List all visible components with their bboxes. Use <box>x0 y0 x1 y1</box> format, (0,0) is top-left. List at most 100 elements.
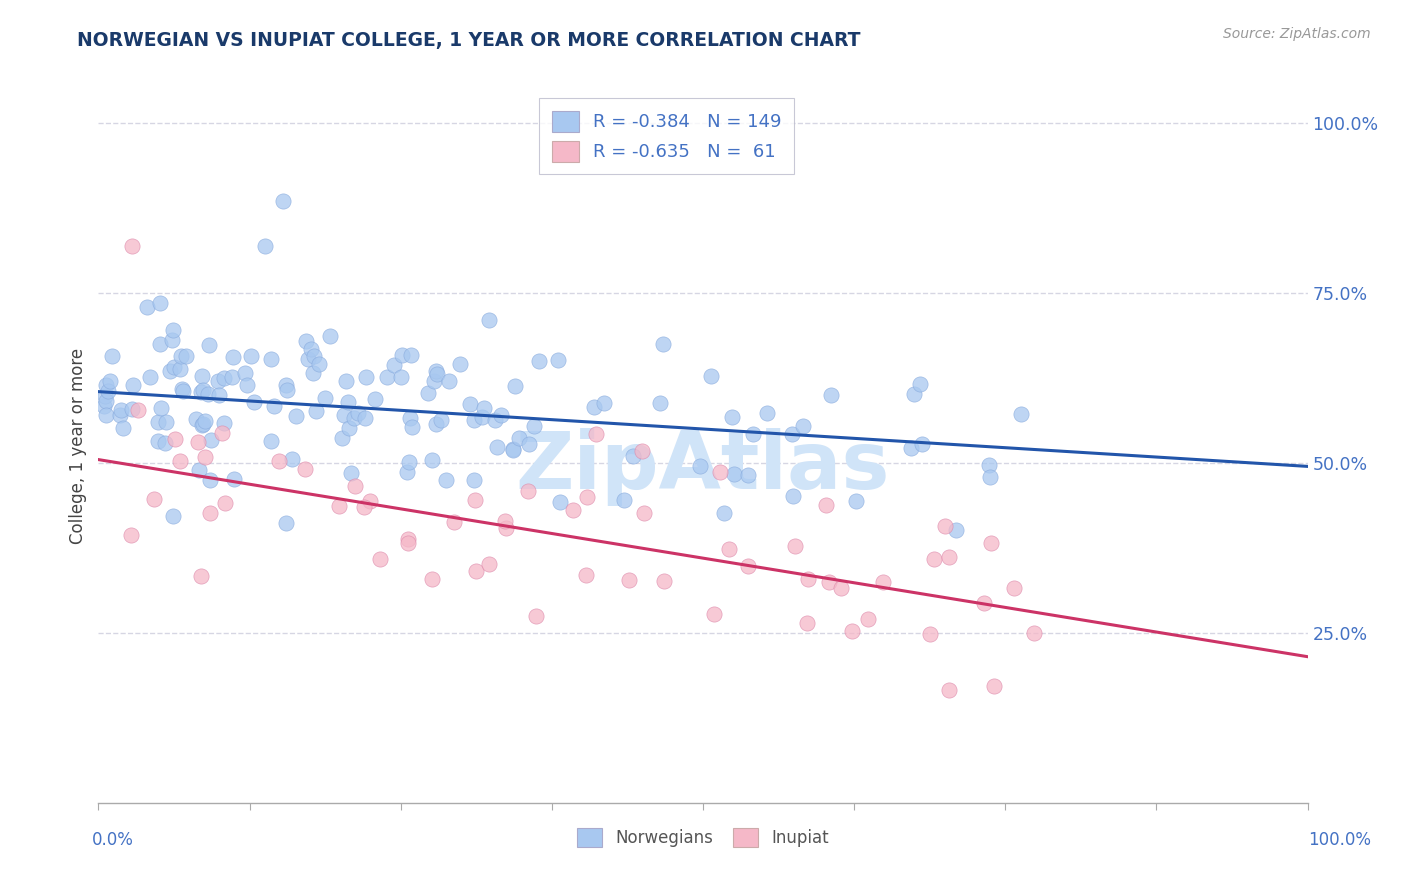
Point <box>240 349 263 363</box>
Text: 100.0%: 100.0% <box>1308 831 1371 849</box>
Point <box>208 388 231 402</box>
Point <box>120 528 142 542</box>
Point <box>494 514 516 528</box>
Point <box>353 500 375 514</box>
Point <box>302 349 325 363</box>
Point <box>621 449 644 463</box>
Point <box>527 353 550 368</box>
Point <box>190 569 212 583</box>
Point <box>274 516 297 530</box>
Point <box>783 539 806 553</box>
Point <box>188 462 211 476</box>
Point <box>502 442 524 457</box>
Point <box>700 369 723 384</box>
Point <box>517 483 540 498</box>
Point <box>207 374 229 388</box>
Point <box>505 379 527 393</box>
Point <box>212 416 235 430</box>
Point <box>305 404 328 418</box>
Point <box>214 496 236 510</box>
Point <box>162 333 184 347</box>
Point <box>150 401 173 415</box>
Point <box>423 374 446 388</box>
Point <box>399 348 422 362</box>
Point <box>938 550 960 565</box>
Point <box>872 574 894 589</box>
Point <box>652 337 675 351</box>
Point <box>110 403 132 417</box>
Point <box>143 491 166 506</box>
Point <box>458 397 481 411</box>
Point <box>335 374 357 388</box>
Point <box>336 394 359 409</box>
Point <box>276 383 298 397</box>
Point <box>162 323 184 337</box>
Point <box>792 419 814 434</box>
Point <box>425 417 447 432</box>
Point <box>339 466 361 480</box>
Point <box>295 334 318 348</box>
Point <box>260 351 283 366</box>
Point <box>197 387 219 401</box>
Point <box>741 427 763 442</box>
Point <box>280 451 302 466</box>
Point <box>617 573 640 587</box>
Point <box>922 552 945 566</box>
Point <box>94 389 117 403</box>
Point <box>737 468 759 483</box>
Point <box>845 493 868 508</box>
Point <box>159 363 181 377</box>
Point <box>122 378 145 392</box>
Point <box>401 420 423 434</box>
Point <box>911 437 934 451</box>
Point <box>169 454 191 468</box>
Point <box>333 408 356 422</box>
Point <box>190 418 212 433</box>
Point <box>297 352 319 367</box>
Point <box>235 366 257 380</box>
Point <box>755 406 778 420</box>
Point <box>903 387 925 401</box>
Point <box>271 194 294 209</box>
Point <box>1011 407 1033 421</box>
Point <box>463 413 485 427</box>
Point <box>138 369 160 384</box>
Point <box>737 558 759 573</box>
Point <box>191 417 214 431</box>
Point <box>486 440 509 454</box>
Point <box>517 437 540 451</box>
Point <box>170 349 193 363</box>
Point <box>389 370 412 384</box>
Point <box>689 459 711 474</box>
Point <box>900 441 922 455</box>
Point <box>425 364 447 378</box>
Point <box>443 516 465 530</box>
Point <box>211 425 233 440</box>
Point <box>263 399 285 413</box>
Point <box>148 434 170 448</box>
Point <box>260 434 283 449</box>
Y-axis label: College, 1 year or more: College, 1 year or more <box>69 348 87 544</box>
Point <box>101 349 124 363</box>
Point <box>121 401 143 416</box>
Point <box>111 421 134 435</box>
Point <box>96 378 118 392</box>
Point <box>818 574 841 589</box>
Point <box>285 409 308 423</box>
Point <box>391 347 413 361</box>
Point <box>274 378 297 392</box>
Point <box>782 489 804 503</box>
Point <box>439 374 461 388</box>
Point <box>613 493 636 508</box>
Point <box>136 300 159 314</box>
Point <box>149 296 172 310</box>
Point <box>796 572 818 586</box>
Point <box>908 377 931 392</box>
Point <box>717 541 740 556</box>
Point <box>97 384 120 399</box>
Point <box>396 465 419 479</box>
Point <box>426 367 449 381</box>
Point <box>815 498 838 512</box>
Point <box>172 384 194 398</box>
Point <box>464 492 486 507</box>
